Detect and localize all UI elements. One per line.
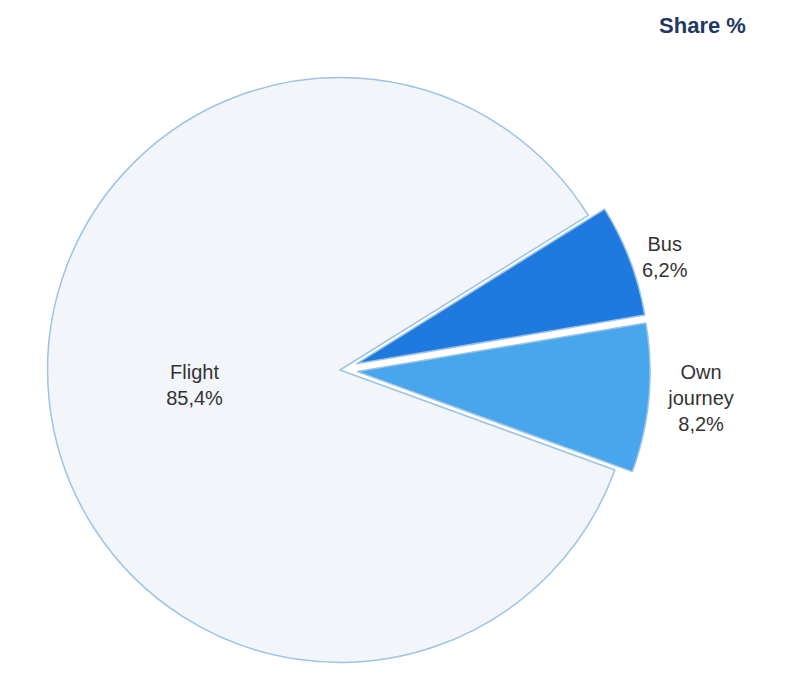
svg-text:Flight85,4%: Flight85,4% (166, 361, 223, 409)
svg-text:Share %: Share % (659, 13, 746, 38)
svg-text:Bus6,2%: Bus6,2% (642, 233, 688, 281)
svg-text:Ownjourney8,2%: Ownjourney8,2% (667, 361, 734, 435)
